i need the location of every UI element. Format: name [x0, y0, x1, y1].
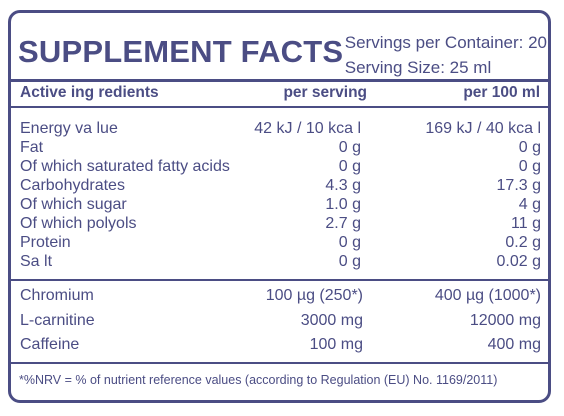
table-row: L-carnitine 3000 mg 12000 mg	[20, 309, 541, 333]
table-row: Of which sugar 1.0 g 4 g	[20, 195, 541, 214]
serving-size: Serving Size: 25 ml	[344, 58, 492, 77]
label-title: SUPPLEMENT FACTS	[18, 34, 344, 69]
per-100ml-value: 0 g	[518, 158, 541, 175]
per-serving-value: 100 mg	[309, 336, 363, 353]
divider-top	[11, 79, 548, 82]
per-serving-value: 0 g	[338, 253, 361, 270]
per-serving-value: 1.0 g	[325, 196, 361, 213]
per-100ml-value: 11 g	[511, 215, 541, 232]
table-row: Of which polyols 2.7 g 11 g	[20, 214, 541, 233]
per-100ml-value: 400 µg (1000*)	[434, 287, 541, 304]
per-100ml-value: 169 kJ / 40 kca l	[425, 120, 541, 137]
header-per-serving: per serving	[283, 84, 367, 101]
nutrient-name: Of which saturated fatty acids	[20, 158, 230, 175]
table-row: Protein 0 g 0.2 g	[20, 233, 541, 252]
nutrient-name: Fat	[20, 139, 44, 156]
table-row: Fat 0 g 0 g	[20, 138, 541, 157]
table-row: Sa lt 0 g 0.02 g	[20, 252, 541, 271]
nutrient-name: Protein	[20, 234, 71, 251]
table-row: Caffeine 100 mg 400 mg	[20, 333, 541, 357]
per-serving-value: 42 kJ / 10 kca l	[254, 120, 361, 137]
nutrient-name: Carbohydrates	[20, 177, 125, 194]
per-serving-value: 0 g	[338, 234, 361, 251]
nutrient-name: L-carnitine	[20, 311, 95, 329]
nutrient-name: Of which sugar	[20, 196, 127, 213]
divider-header	[11, 106, 548, 108]
per-100ml-value: 17.3 g	[496, 177, 541, 194]
header-active-ingredients: Active ing redients	[20, 84, 159, 101]
per-100ml-value: 0.2 g	[505, 234, 541, 251]
serving-info: Servings per Container: 20 Serving Size:…	[345, 30, 547, 80]
nutrient-name: Energy va lue	[20, 120, 118, 137]
per-serving-value: 0 g	[338, 139, 361, 156]
table-row: Energy va lue 42 kJ / 10 kca l 169 kJ / 40…	[20, 119, 541, 138]
header-per-100ml: per 100 ml	[463, 84, 540, 101]
servings-per-container: Servings per Container: 20	[344, 33, 547, 52]
nutrient-name: Sa lt	[20, 253, 53, 270]
table-row: Of which saturated fatty acids 0 g 0 g	[20, 157, 541, 176]
table-row: Chromium 100 µg (250*) 400 µg (1000*)	[20, 284, 541, 308]
per-serving-value: 2.7 g	[325, 215, 361, 232]
nutrient-name: Of which polyols	[20, 215, 137, 232]
nutrient-name: Chromium	[20, 287, 94, 304]
per-100ml-value: 0.02 g	[496, 253, 541, 270]
per-100ml-value: 12000 mg	[469, 311, 541, 329]
nutrient-name: Caffeine	[20, 336, 80, 353]
per-serving-value: 0 g	[338, 158, 361, 175]
per-100ml-value: 400 mg	[487, 336, 541, 353]
divider-bottom	[11, 362, 548, 364]
per-serving-value: 100 µg (250*)	[265, 287, 363, 304]
supplement-facts-label	[8, 10, 551, 403]
per-100ml-value: 0 g	[518, 139, 541, 156]
per-100ml-value: 4 g	[518, 196, 541, 213]
per-serving-value: 4.3 g	[325, 177, 361, 194]
nrv-footnote: *%NRV = % of nutrient reference values (…	[19, 373, 498, 387]
table-row: Carbohydrates 4.3 g 17.3 g	[20, 176, 541, 195]
per-serving-value: 3000 mg	[300, 311, 363, 329]
divider-middle	[11, 279, 548, 281]
